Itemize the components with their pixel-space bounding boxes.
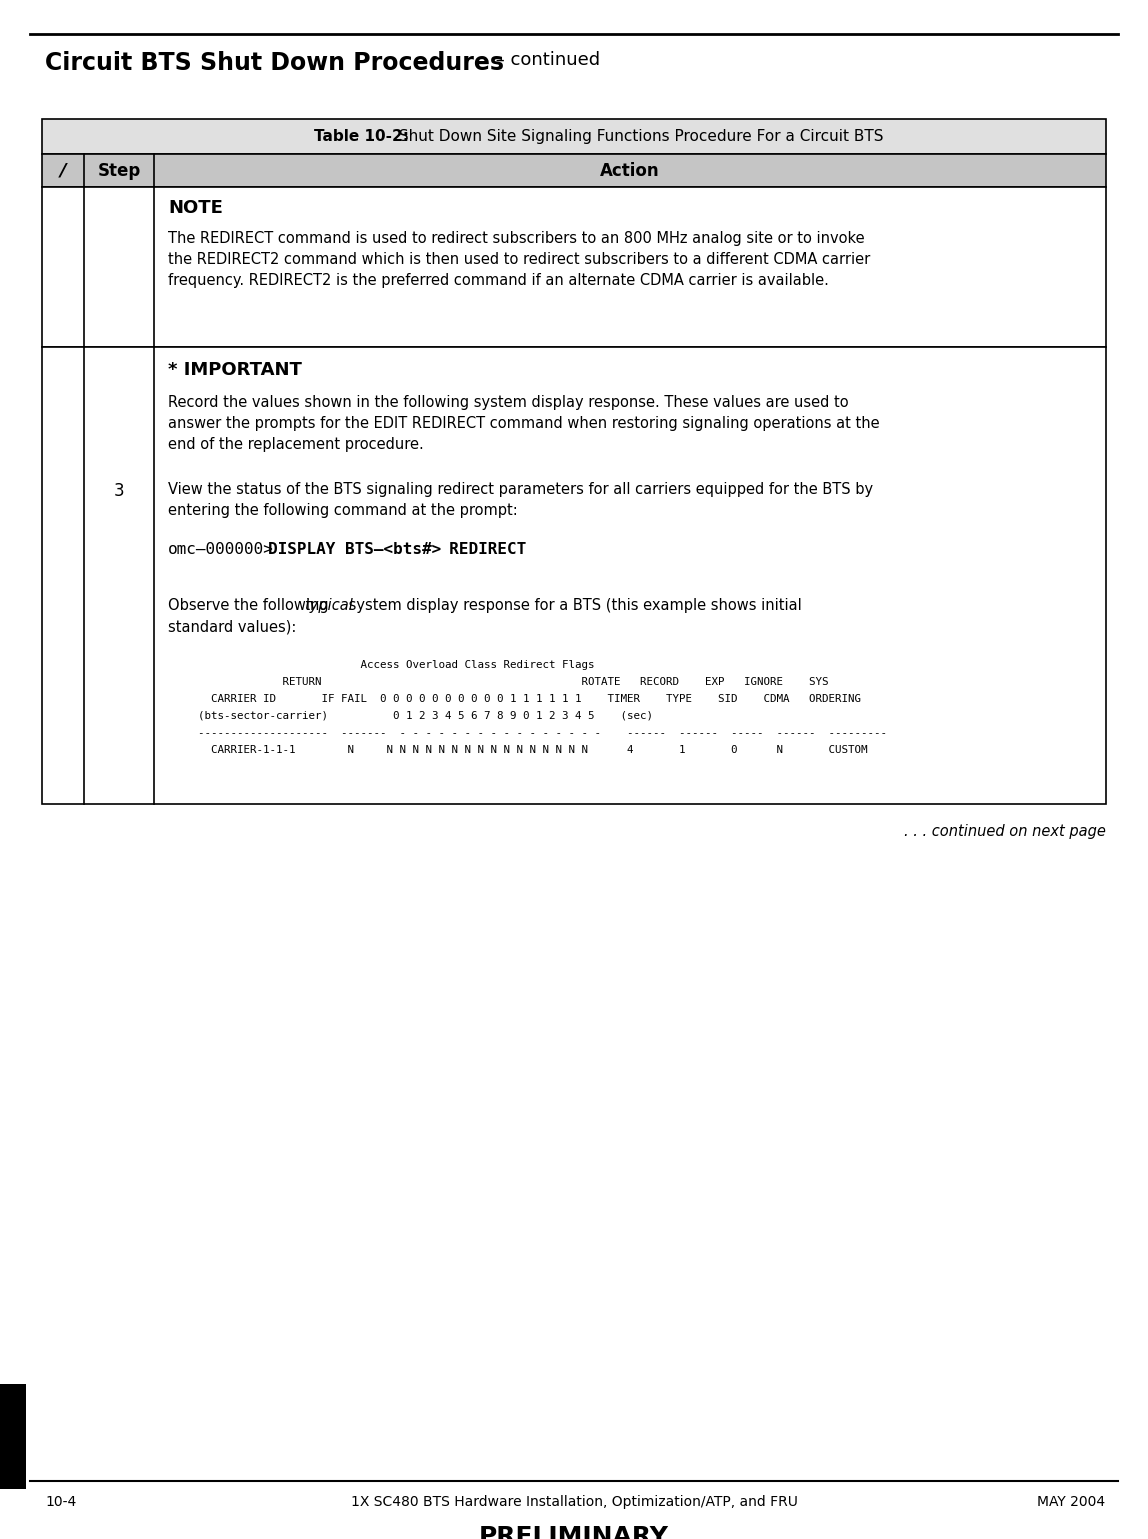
Text: frequency. REDIRECT2 is the preferred command if an alternate CDMA carrier is av: frequency. REDIRECT2 is the preferred co… (168, 272, 829, 288)
Text: The REDIRECT command is used to redirect subscribers to an 800 MHz analog site o: The REDIRECT command is used to redirect… (168, 231, 864, 246)
Text: MAY 2004: MAY 2004 (1037, 1494, 1106, 1510)
Bar (42, 119, 1106, 154)
Text: View the status of the BTS signaling redirect parameters for all carriers equipp: View the status of the BTS signaling red… (168, 482, 874, 497)
Text: REDIRECT: REDIRECT (430, 542, 526, 557)
Text: – continued: – continued (490, 51, 600, 69)
Text: entering the following command at the prompt:: entering the following command at the pr… (168, 503, 518, 519)
Text: the REDIRECT2 command which is then used to redirect subscribers to a different : the REDIRECT2 command which is then used… (168, 252, 870, 266)
Text: Table 10-2:: Table 10-2: (315, 129, 409, 145)
Text: 1X SC480 BTS Hardware Installation, Optimization/ATP, and FRU: 1X SC480 BTS Hardware Installation, Opti… (350, 1494, 798, 1510)
Text: NOTE: NOTE (168, 199, 223, 217)
Text: omc–000000>: omc–000000> (168, 542, 274, 557)
Text: standard values):: standard values): (168, 619, 296, 634)
Bar (42, 188, 1106, 346)
Text: CARRIER ID       IF FAIL  0 0 0 0 0 0 0 0 0 0 1 1 1 1 1 1    TIMER    TYPE    SI: CARRIER ID IF FAIL 0 0 0 0 0 0 0 0 0 0 1… (197, 694, 861, 703)
Text: Step: Step (98, 162, 140, 180)
Text: typical: typical (304, 599, 352, 613)
Bar (42, 154, 1106, 188)
Bar (42, 346, 1106, 803)
Text: RETURN                                        ROTATE   RECORD    EXP   IGNORE   : RETURN ROTATE RECORD EXP IGNORE (197, 677, 829, 686)
Text: DISPLAY BTS–<bts#>: DISPLAY BTS–<bts#> (267, 542, 441, 557)
Text: /: / (60, 162, 67, 180)
Text: end of the replacement procedure.: end of the replacement procedure. (168, 437, 424, 452)
Text: system display response for a BTS (this example shows initial: system display response for a BTS (this … (344, 599, 801, 613)
Text: * IMPORTANT: * IMPORTANT (168, 362, 302, 379)
Text: Shut Down Site Signaling Functions Procedure For a Circuit BTS: Shut Down Site Signaling Functions Proce… (394, 129, 884, 145)
Text: --------------------  -------  - - - - - - - - - - - - - - - -    ------  ------: -------------------- ------- - - - - - -… (197, 728, 887, 739)
Text: Action: Action (600, 162, 660, 180)
Bar (0, 1384, 26, 1490)
Text: answer the prompts for the EDIT REDIRECT command when restoring signaling operat: answer the prompts for the EDIT REDIRECT… (168, 416, 879, 431)
Text: 10: 10 (1, 1427, 24, 1445)
Text: CARRIER-1-1-1        N     N N N N N N N N N N N N N N N N      4       1       : CARRIER-1-1-1 N N N N N N N N N N N N N … (197, 745, 868, 756)
Text: Record the values shown in the following system display response. These values a: Record the values shown in the following… (168, 396, 848, 409)
Text: Observe the following: Observe the following (168, 599, 333, 613)
Text: PRELIMINARY: PRELIMINARY (479, 1525, 669, 1539)
Text: (bts-sector-carrier)          0 1 2 3 4 5 6 7 8 9 0 1 2 3 4 5    (sec): (bts-sector-carrier) 0 1 2 3 4 5 6 7 8 9… (197, 711, 653, 720)
Text: 10-4: 10-4 (45, 1494, 76, 1510)
Text: Circuit BTS Shut Down Procedures: Circuit BTS Shut Down Procedures (45, 51, 504, 75)
Text: . . . continued on next page: . . . continued on next page (905, 823, 1106, 839)
Text: Access Overload Class Redirect Flags: Access Overload Class Redirect Flags (197, 660, 595, 669)
Text: 3: 3 (114, 482, 124, 500)
